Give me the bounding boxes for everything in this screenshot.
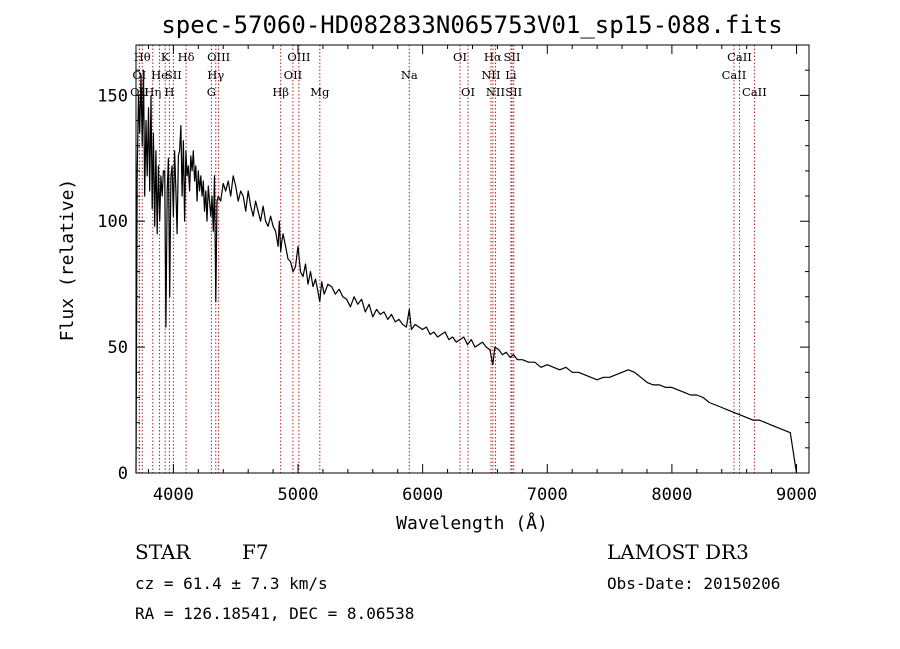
marker-label: Li: [505, 68, 517, 82]
marker-label: H: [164, 85, 174, 99]
object-class: STAR: [135, 540, 191, 564]
y-tick-label: 150: [97, 86, 128, 106]
marker-label: SII: [505, 85, 522, 99]
marker-label: Hθ: [134, 50, 151, 64]
x-tick-label: 4000: [153, 485, 194, 505]
marker-label: OI: [453, 50, 467, 64]
y-tick-label: 0: [118, 464, 128, 484]
marker-label: CaII: [727, 50, 752, 64]
spectrum-series: [135, 69, 798, 474]
marker-label: SII: [165, 68, 182, 82]
marker-label: OI: [461, 85, 475, 99]
marker-label: OIII: [287, 50, 310, 64]
x-tick-label: 6000: [402, 485, 443, 505]
x-axis: 4000 5000 6000 7000 8000 9000: [147, 45, 817, 505]
marker-label: Hη: [144, 85, 161, 99]
marker-label: K: [161, 50, 170, 64]
x-axis-label: Wavelength (Å): [396, 512, 548, 534]
marker-label: NII: [481, 68, 500, 82]
marker-label: NII: [486, 85, 505, 99]
y-axis-label: Flux (relative): [57, 179, 78, 342]
marker-label: Hγ: [207, 68, 224, 82]
obs-date: Obs-Date: 20150206: [607, 574, 781, 593]
marker-label: G: [207, 85, 216, 99]
flux-line: [135, 69, 798, 474]
x-tick-label: 7000: [527, 485, 568, 505]
x-tick-label: 8000: [651, 485, 692, 505]
marker-label: OII: [284, 68, 303, 82]
coordinates: RA = 126.18541, DEC = 8.06538: [135, 604, 415, 623]
marker-label: SII: [504, 50, 521, 64]
marker-label: Hβ: [272, 85, 289, 99]
object-subclass: F7: [242, 540, 269, 564]
y-tick-label: 50: [108, 338, 128, 358]
redshift-text: cz = 61.4 ± 7.3 km/s: [135, 574, 328, 593]
y-axis: 0 50 100 150: [97, 69, 809, 484]
marker-label: Hα: [484, 50, 502, 64]
marker-label: Na: [401, 68, 418, 82]
x-tick-label: 9000: [776, 485, 817, 505]
y-tick-label: 100: [97, 212, 128, 232]
marker-label: CaII: [722, 68, 747, 82]
marker-label: CaII: [742, 85, 767, 99]
x-tick-label: 5000: [278, 485, 319, 505]
plot-frame: [135, 44, 810, 474]
marker-label: He: [151, 68, 168, 82]
chart-title: spec-57060-HD082833N065753V01_sp15-088.f…: [161, 11, 782, 39]
marker-label: Hδ: [178, 50, 195, 64]
marker-label: OIII: [207, 50, 230, 64]
survey-name: LAMOST DR3: [607, 540, 749, 564]
marker-label: Mg: [310, 85, 330, 99]
